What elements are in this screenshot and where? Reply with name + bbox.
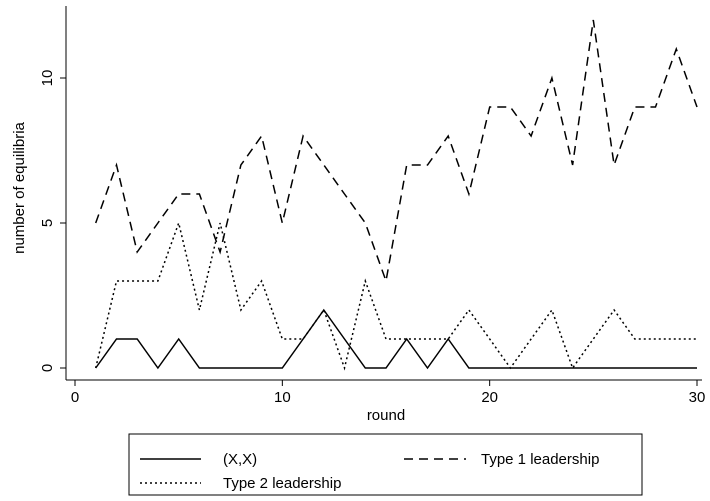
- series-line-type1: [94, 19, 698, 284]
- legend-label-type1: Type 1 leadership: [481, 451, 599, 468]
- series-layer: [94, 19, 698, 371]
- y-tick-label: 10: [39, 70, 56, 87]
- series-line-type2: [94, 220, 697, 371]
- y-tick-label: 5: [39, 219, 56, 227]
- x-tick-label: 0: [71, 389, 79, 406]
- series-line-xx: [95, 308, 697, 370]
- legend-item-type2: Type 2 leadership: [140, 475, 341, 492]
- legend-label-xx: (X,X): [223, 451, 257, 468]
- y-tick-label: 0: [39, 364, 56, 372]
- axes-layer: 0 5 10 0 10 20 30: [39, 6, 705, 406]
- legend: (X,X) Type 1 leadership Type 2 leadershi…: [128, 433, 643, 496]
- x-axis-title: round: [367, 407, 405, 424]
- x-tick-label: 30: [689, 389, 706, 406]
- x-tick-label: 10: [274, 389, 291, 406]
- y-axis-title: number of equilibria: [11, 121, 28, 253]
- legend-label-type2: Type 2 leadership: [223, 475, 341, 492]
- legend-item-type1: Type 1 leadership: [404, 451, 599, 468]
- legend-item-xx: (X,X): [140, 451, 257, 468]
- legend-box: [128, 433, 643, 496]
- x-tick-label: 20: [481, 389, 498, 406]
